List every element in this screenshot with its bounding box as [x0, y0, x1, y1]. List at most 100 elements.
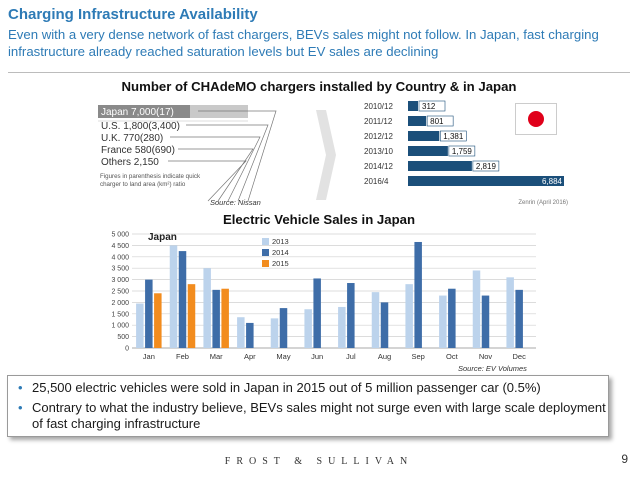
legend-swatch	[262, 249, 269, 256]
sales-bar-2014	[448, 288, 456, 348]
x-tick-label: May	[276, 352, 290, 361]
legend-label: 2015	[272, 259, 289, 268]
country-label-others: Others 2,150	[101, 157, 159, 168]
legend-label: 2014	[272, 248, 289, 257]
country-label-japan: Japan 7,000(17)	[101, 107, 174, 118]
sales-bar-2015	[187, 284, 196, 348]
japan-chargers-bar	[408, 116, 427, 126]
x-tick-label: Oct	[446, 352, 459, 361]
sales-bar-2013	[136, 303, 144, 348]
takeaway-text: Contrary to what the industry believe, B…	[32, 400, 606, 431]
japan-value-label: 2,819	[476, 162, 497, 171]
japan-value-label: 312	[422, 102, 436, 111]
page-number: 9	[621, 452, 628, 466]
japan-chargers-bar	[408, 176, 564, 186]
y-tick-label: 4 500	[111, 243, 129, 250]
japan-value-label: 801	[430, 117, 444, 126]
x-tick-label: Jun	[311, 352, 323, 361]
x-tick-label: Jul	[346, 352, 356, 361]
x-tick-label: Jan	[143, 352, 155, 361]
y-tick-label: 0	[125, 346, 129, 353]
sales-bar-2013	[439, 295, 447, 348]
y-tick-label: 3 000	[111, 277, 129, 284]
y-tick-label: 2 000	[111, 300, 129, 307]
takeaway-bullet: • Contrary to what the industry believe,…	[18, 400, 608, 432]
bullet-icon: •	[18, 400, 23, 415]
y-tick-label: 4 000	[111, 254, 129, 261]
japan-chargers-note: Zenrin (April 2016)	[518, 200, 568, 206]
title-divider	[8, 72, 630, 73]
x-tick-label: Mar	[210, 352, 223, 361]
y-tick-label: 2 500	[111, 289, 129, 296]
japan-value-box	[426, 115, 454, 127]
sales-bar-2013	[203, 268, 211, 348]
legend-swatch	[262, 260, 269, 267]
takeaway-bullet: • 25,500 electric vehicles were sold in …	[18, 380, 541, 396]
leader-lines	[168, 110, 277, 202]
country-chargers-graphic: Japan 7,000(17) U.S. 1,800(3,400) U.K. 7…	[98, 105, 277, 202]
japan-chargers-bar	[408, 161, 472, 171]
japan-chargers-graphic: 2010/12 312 2011/12 801 2012/12 1,381 2013/10 1…	[364, 100, 568, 206]
takeaway-text: 25,500 electric vehicles were sold in Ja…	[32, 380, 541, 395]
ev-sales-heading: Electric Vehicle Sales in Japan	[222, 212, 416, 227]
country-note: Figures in parenthesis indicate quick ch…	[100, 173, 201, 188]
japan-value-box	[472, 160, 500, 172]
chademo-heading: Number of CHAdeMO chargers installed by …	[121, 79, 517, 94]
japan-value-box	[439, 130, 467, 142]
legend-swatch	[262, 238, 269, 245]
chevron-right-icon	[316, 110, 336, 200]
sales-bar-2013	[371, 292, 380, 348]
x-tick-label: Dec	[512, 352, 526, 361]
brand-logo: FROST & SULLIVAN	[224, 456, 414, 467]
slide-subtitle: Even with a very dense network of fast c…	[8, 27, 599, 59]
japan-value-label: 1,759	[452, 147, 473, 156]
x-tick-label: Aug	[378, 352, 391, 361]
x-tick-label: Nov	[479, 352, 493, 361]
japan-flag-icon	[515, 103, 557, 135]
sales-bar-2015	[154, 293, 162, 348]
sales-bar-2013	[169, 245, 178, 348]
y-tick-label: 3 500	[111, 266, 129, 273]
sales-bar-2013	[506, 277, 514, 348]
y-tick-label: 500	[117, 334, 129, 341]
japan-year-label: 2012/12	[364, 132, 393, 141]
ev-sales-chart: 0 500 1 000 1 500 2 000 2 500 3 000 3 500 4 000 4…	[111, 232, 536, 361]
sales-bar-2014	[178, 251, 187, 348]
legend-label: 2013	[272, 237, 289, 246]
sales-bar-2013	[237, 317, 245, 348]
x-tick-label: Apr	[244, 352, 256, 361]
country-label-us: U.S. 1,800(3,400)	[101, 121, 180, 132]
sales-bar-2014	[145, 279, 153, 348]
sales-bar-2014	[347, 283, 355, 348]
country-label-france: France 580(690)	[101, 145, 175, 156]
y-tick-label: 5 000	[111, 232, 129, 239]
x-tick-label: Feb	[176, 352, 189, 361]
japan-row-highlight	[98, 105, 190, 118]
sales-bar-2013	[304, 309, 312, 348]
sales-bar-2014	[414, 241, 422, 348]
japan-year-label: 2014/12	[364, 162, 393, 171]
sales-bar-2013	[405, 284, 413, 348]
japan-chargers-bar	[408, 101, 418, 111]
chart-title: Japan	[148, 232, 177, 243]
sales-bar-2013	[338, 306, 346, 348]
x-tick-label: Sep	[411, 352, 424, 361]
japan-chargers-bar	[408, 146, 448, 156]
sales-bar-2014	[246, 322, 254, 348]
japan-year-label: 2010/12	[364, 102, 393, 111]
sales-bar-2014	[313, 278, 321, 348]
japan-value-box	[418, 100, 446, 112]
japan-chargers-bar	[408, 131, 440, 141]
sales-bar-2015	[221, 288, 229, 348]
country-label-uk: U.K. 770(280)	[101, 133, 163, 144]
y-tick-label: 1 000	[111, 323, 129, 330]
bullet-icon: •	[18, 380, 23, 395]
japan-value-label: 1,381	[443, 132, 464, 141]
sales-bar-2014	[279, 308, 288, 348]
key-takeaways-box: • 25,500 electric vehicles were sold in …	[7, 375, 609, 437]
y-tick-label: 1 500	[111, 311, 129, 318]
slide-title: Charging Infrastructure Availability	[8, 6, 258, 23]
sales-bar-2014	[481, 295, 490, 348]
japan-year-label: 2013/10	[364, 147, 393, 156]
japan-year-label: 2011/12	[364, 117, 393, 126]
